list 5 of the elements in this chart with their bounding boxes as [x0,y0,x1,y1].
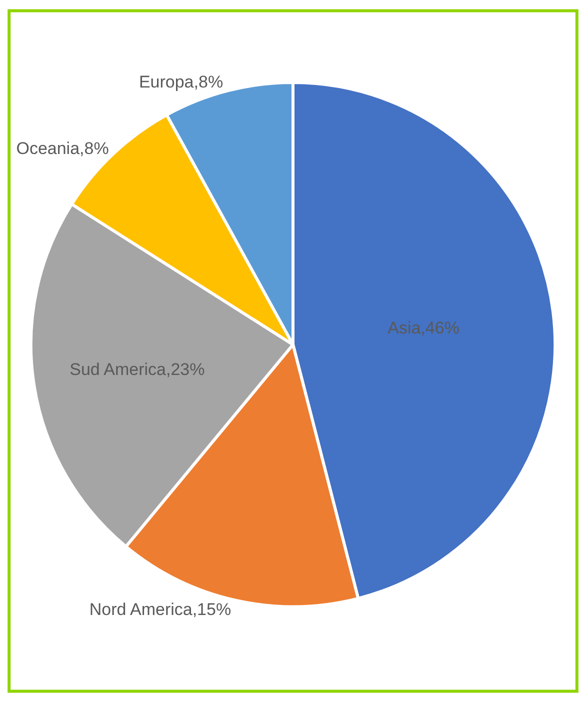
slice-label: Asia,46% [388,318,460,338]
slice-label: Europa,8% [138,72,224,92]
slice-label: Nord America,15% [89,600,232,619]
slice-label: Sud America,23% [70,360,205,379]
slice-label: Oceania,8% [16,138,109,158]
